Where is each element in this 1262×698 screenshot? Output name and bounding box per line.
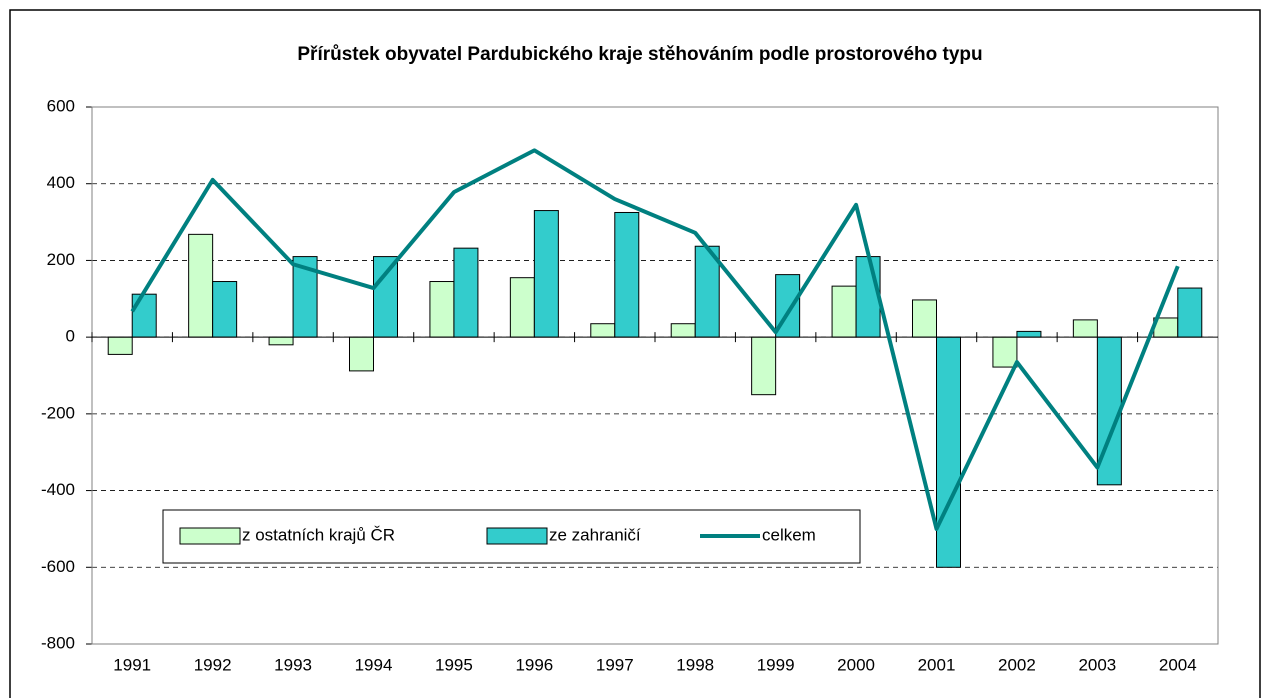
- legend-label: ze zahraničí: [549, 525, 641, 544]
- bar: [775, 274, 801, 338]
- y-tick-label: -200: [41, 403, 75, 422]
- x-tick-label: 2004: [1159, 655, 1197, 674]
- y-tick-label: -800: [41, 633, 75, 652]
- bar: [349, 336, 374, 372]
- x-tick-label: 2003: [1078, 655, 1116, 674]
- chart-title: Přírůstek obyvatel Pardubického kraje st…: [297, 44, 982, 65]
- bar: [107, 336, 133, 355]
- y-tick-label: 0: [66, 327, 75, 346]
- x-tick-label: 2002: [998, 655, 1036, 674]
- legend-swatch: [179, 527, 241, 545]
- legend-label: z ostatních krajů ČR: [242, 525, 395, 544]
- legend-label: celkem: [762, 525, 816, 544]
- bar: [831, 285, 857, 338]
- bar: [936, 336, 961, 568]
- bar: [1016, 330, 1042, 338]
- bar: [429, 281, 455, 338]
- x-tick-label: 1992: [194, 655, 232, 674]
- y-tick-label: -600: [41, 557, 75, 576]
- bar: [992, 336, 1018, 368]
- plot-area: [91, 106, 1219, 645]
- x-tick-label: 1991: [113, 655, 151, 674]
- x-tick-label: 1997: [596, 655, 634, 674]
- bar: [912, 299, 937, 338]
- x-tick-label: 1994: [355, 655, 393, 674]
- x-tick-label: 1995: [435, 655, 473, 674]
- y-tick-label: -400: [41, 480, 75, 499]
- bar: [188, 233, 214, 338]
- line: [130, 148, 1180, 531]
- bar: [509, 277, 535, 338]
- legend-swatch: [486, 527, 548, 545]
- bar: [694, 245, 720, 338]
- x-tick-label: 2001: [918, 655, 956, 674]
- y-tick-label: 400: [47, 173, 75, 192]
- chart-frame: [9, 9, 1261, 698]
- x-tick-label: 1999: [757, 655, 795, 674]
- x-tick-label: 1998: [676, 655, 714, 674]
- y-tick-label: 600: [47, 96, 75, 115]
- bar: [855, 256, 881, 338]
- bar: [590, 323, 616, 338]
- bar: [268, 336, 294, 346]
- bar: [373, 256, 398, 338]
- bar: [751, 336, 777, 396]
- bar: [614, 211, 640, 338]
- bar: [533, 210, 559, 338]
- bar: [670, 323, 696, 338]
- bar: [453, 247, 479, 338]
- bar: [1072, 319, 1098, 338]
- y-tick-label: 200: [47, 250, 75, 269]
- bar: [212, 281, 238, 338]
- x-tick-label: 1996: [515, 655, 553, 674]
- x-tick-label: 1993: [274, 655, 312, 674]
- bar: [1177, 287, 1203, 338]
- x-tick-label: 2000: [837, 655, 875, 674]
- bar: [131, 293, 157, 338]
